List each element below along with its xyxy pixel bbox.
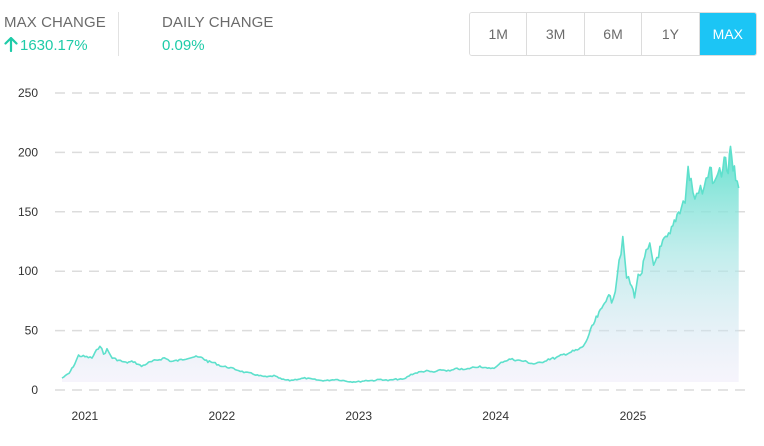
range-1m-button[interactable]: 1M [470, 13, 528, 55]
max-change-value: 1630.17% [20, 37, 88, 54]
range-3m-button[interactable]: 3M [527, 13, 585, 55]
x-tick-label: 2025 [620, 409, 647, 423]
max-change-stat: MAX CHANGE 1630.17% [4, 14, 106, 54]
x-tick-label: 2023 [345, 409, 372, 423]
y-tick-label: 200 [18, 145, 38, 159]
max-change-value-row: 1630.17% [4, 37, 106, 54]
stats-divider [118, 12, 119, 56]
series-line [61, 145, 740, 384]
range-1y-button[interactable]: 1Y [642, 13, 700, 55]
y-tick-label: 0 [31, 383, 38, 397]
price-chart: 0 50 100 150 200 250 2021 2022 2023 2024 2025 [18, 86, 748, 423]
range-max-button[interactable]: MAX [699, 13, 756, 55]
area-series [61, 145, 740, 384]
max-change-label: MAX CHANGE [4, 14, 106, 31]
y-tick-label: 100 [18, 264, 38, 278]
x-tick-label: 2024 [482, 409, 509, 423]
grid-lines [55, 92, 748, 391]
daily-change-value: 0.09% [162, 37, 205, 54]
x-tick-label: 2022 [208, 409, 235, 423]
range-6m-button[interactable]: 6M [584, 13, 643, 55]
x-tick-label: 2021 [72, 409, 99, 423]
y-axis: 0 50 100 150 200 250 [18, 86, 38, 397]
daily-change-stat: DAILY CHANGE 0.09% [162, 14, 274, 54]
y-tick-label: 150 [18, 205, 38, 219]
area-fill [62, 146, 739, 383]
daily-change-label: DAILY CHANGE [162, 14, 274, 31]
time-range-selector: 1M 3M 6M 1Y MAX [469, 12, 757, 56]
y-tick-label: 250 [18, 86, 38, 100]
y-tick-label: 50 [25, 324, 39, 338]
x-axis: 2021 2022 2023 2024 2025 [72, 409, 647, 423]
arrow-up-icon [4, 37, 18, 52]
